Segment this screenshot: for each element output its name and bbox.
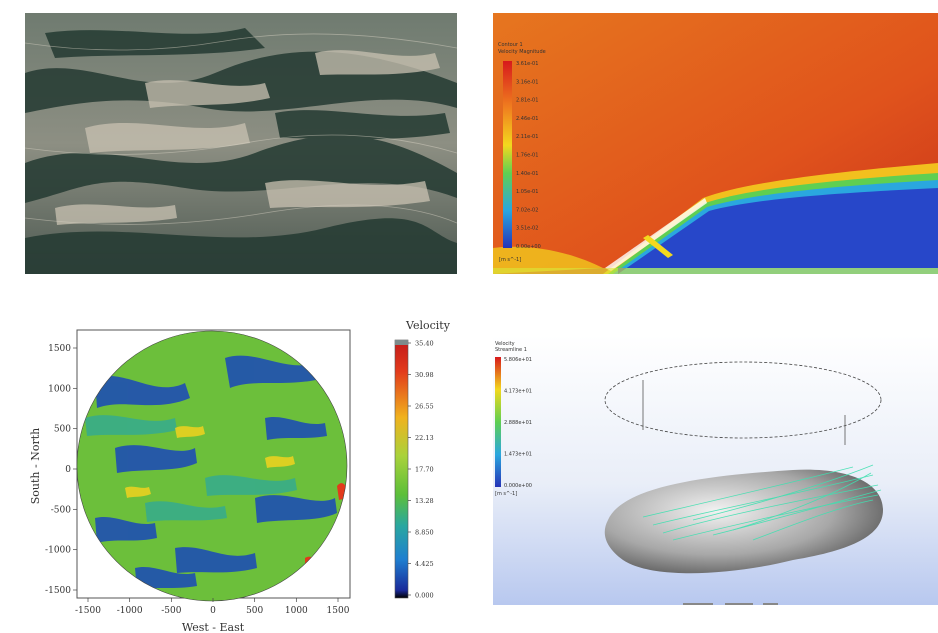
colorbar-tick-label: 4.425 [415,560,434,568]
domain-boundary [604,361,882,439]
y-tick-label: 0 [65,465,71,475]
x-tick-label: -1000 [117,606,143,616]
colorbar-title: Velocity [405,319,451,332]
stream-legend-tick: 2.888e+01 [504,420,532,426]
streamlines [642,464,882,541]
x-axis-ticks: -1500 -1000 -500 0 500 1000 1500 [75,598,350,616]
stream-legend-tick: 5.806e+01 [504,357,532,363]
colorbar-tick-label: 22.13 [415,434,434,442]
colorbar-ticks: 35.40 30.98 26.55 22.13 17.70 13.28 8.850 4.425… [408,340,434,600]
cfd-legend-tick: 3.61e-01 [516,61,538,67]
x-tick-label: 0 [210,606,216,616]
y-tick-label: 1500 [48,344,71,354]
stream-unit: [m s^-1] [495,491,517,497]
colorbar-tick-label: 26.55 [415,403,434,411]
cfd-unit: [m s^-1] [499,257,521,263]
y-tick-label: 500 [54,425,71,435]
cfd-legend-tick: 2.11e-01 [516,134,538,140]
velocity-colorbar [394,339,409,599]
cfd-legend-tick: 1.76e-01 [516,153,538,159]
colorbar-tick-label: 17.70 [415,466,434,474]
cfd-legend-subtitle: Velocity Magnitude [498,49,546,55]
y-tick-label: -1000 [45,546,71,556]
y-tick-label: 1000 [48,384,71,394]
stream-legend-title: Velocity [495,341,515,347]
cfd-colorbar [503,61,512,248]
cfd-legend-tick: 1.40e-01 [516,171,538,177]
x-axis-label: West - East [182,621,245,633]
x-tick-label: 1500 [327,606,350,616]
x-tick-label: -500 [161,606,181,616]
terrain-surface [604,469,883,574]
x-tick-label: 1000 [285,606,308,616]
stream-legend-tick: 1.473e+01 [504,452,532,458]
colorbar-tick-label: 30.98 [415,371,434,379]
x-tick-label: 500 [246,606,263,616]
cfd-legend-tick: 2.46e-01 [516,116,538,122]
stream-legend-tick: 0.000e+00 [504,483,532,489]
y-axis-label: South - North [29,428,42,504]
stream-legend-subtitle: Streamline 1 [495,347,527,353]
colorbar-tick-label: 13.28 [415,497,434,505]
stream-colorbar [495,357,501,487]
y-axis-ticks: 1500 1000 500 0 -500 -1000 -1500 [45,344,77,596]
cfd-legend-title: Contour 1 [498,42,523,48]
cfd-legend-tick: 0.00e+00 [516,244,541,250]
cfd-legend-tick: 3.16e-01 [516,79,538,85]
stream-colorbar-ticks: 5.806e+01 4.173e+01 2.888e+01 1.473e+01 0.00… [504,357,532,489]
cfd-velocity-contour: Contour 1 Velocity Magnitude 3.61e-01 3.1… [493,13,938,274]
colorbar-tick-label: 8.850 [415,529,434,537]
stream-legend-tick: 4.173e+01 [504,389,532,395]
cfd-legend-tick: 7.02e-02 [516,207,538,213]
cfd-legend-tick: 3.51e-02 [516,226,538,232]
cfd-legend-tick: 1.05e-01 [516,189,538,195]
velocity-map: -1500 -1000 -500 0 500 1000 1500 1500 1000 500 0-… [25,318,457,633]
colorbar-tick-label: 0.000 [415,592,434,600]
velocity-disc [77,331,347,601]
terrain-photo [25,13,457,274]
y-tick-label: -500 [51,505,71,515]
cfd-colorbar-ticks: 3.61e-01 3.16e-01 2.81e-01 2.46e-01 2.11e-01… [516,61,541,250]
colorbar-tick-label: 35.40 [415,340,434,348]
x-tick-label: -1500 [75,606,101,616]
y-tick-label: -1500 [45,586,71,596]
streamline-3d-view: Velocity Streamline 1 5.806e+01 4.173e+01… [493,335,938,605]
cfd-legend-tick: 2.81e-01 [516,98,538,104]
